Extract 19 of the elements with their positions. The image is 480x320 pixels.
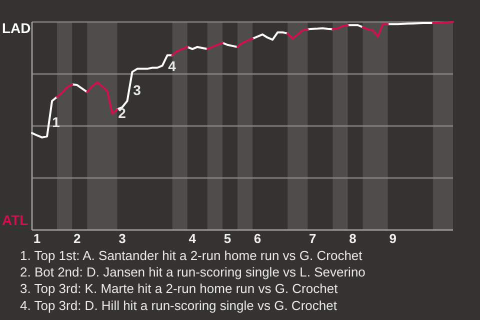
- annotation: 4: [168, 58, 176, 74]
- text: ATL: [2, 212, 29, 228]
- text: 1. Top 1st: A. Santander hit a 2-run home run vs G. Crochet: [20, 248, 363, 263]
- text: LAD: [2, 20, 31, 36]
- x-tick-label: 7: [309, 231, 316, 246]
- x-tick-label: 2: [73, 231, 81, 246]
- x-tick-label: 4: [188, 231, 197, 246]
- annotation: 2: [118, 104, 126, 121]
- x-tick-label: 6: [254, 231, 262, 246]
- x-tick-label: 8: [349, 231, 356, 246]
- x-tick-label: 5: [224, 231, 232, 246]
- x-tick-label: 3: [118, 231, 126, 246]
- annotation: 3: [133, 82, 142, 98]
- x-tick-label: 1: [33, 231, 41, 246]
- text: 3. Top 3rd: K. Marte hit a 2-run home run vs G. Crochet: [20, 281, 338, 296]
- text: 2. Bot 2nd: D. Jansen hit a run-scoring single vs L. Severino: [20, 264, 366, 280]
- x-tick-label: 9: [389, 231, 396, 246]
- text: 4. Top 3rd: D. Hill hit a run-scoring single vs G. Crochet: [20, 298, 338, 313]
- annotation: 1: [52, 114, 60, 130]
